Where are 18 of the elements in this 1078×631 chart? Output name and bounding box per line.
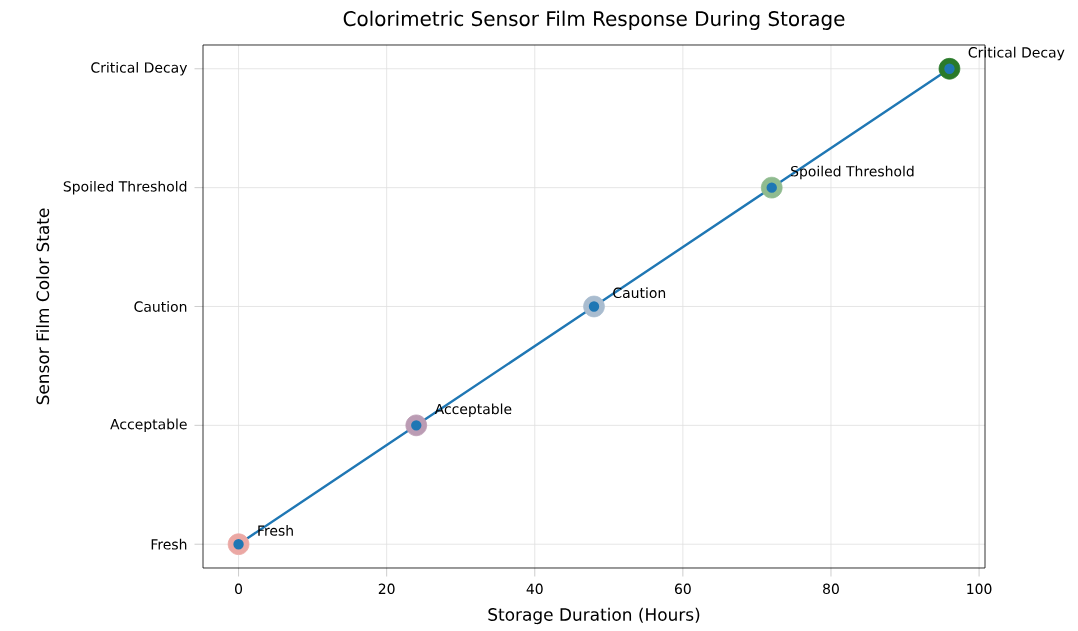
annotation: Caution bbox=[613, 287, 666, 299]
x-tick-label: 60 bbox=[674, 583, 691, 595]
x-axis-title: Storage Duration (Hours) bbox=[488, 607, 700, 625]
x-tick-label: 40 bbox=[526, 583, 543, 595]
annotation: Critical Decay bbox=[968, 46, 1065, 61]
x-tick-label: 0 bbox=[235, 583, 243, 595]
y-tick-label: Acceptable bbox=[110, 418, 187, 433]
annotation: Fresh bbox=[258, 525, 293, 536]
y-tick-label: Spoiled Threshold bbox=[63, 180, 187, 195]
x-tick-label: 20 bbox=[378, 583, 395, 595]
y-tick-label: Critical Decay bbox=[91, 62, 188, 76]
chart-title: Colorimetric Sensor Film Response During Storage bbox=[343, 10, 845, 31]
x-tick-label: 100 bbox=[967, 583, 992, 595]
y-tick-label: Caution bbox=[134, 301, 187, 312]
annotation: Spoiled Threshold bbox=[791, 165, 914, 180]
x-tick-label: 80 bbox=[823, 583, 839, 595]
y-axis-title: Sensor Film Color State bbox=[36, 208, 50, 405]
y-tick-label: Fresh bbox=[151, 538, 187, 550]
